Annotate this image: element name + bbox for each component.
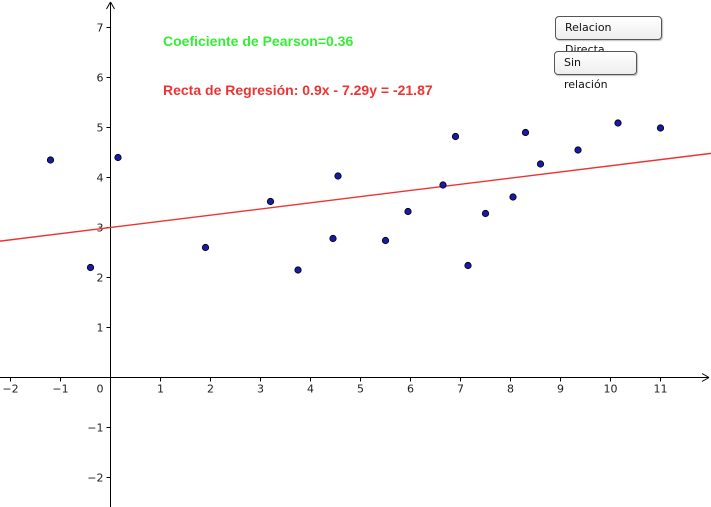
data-point [334, 172, 342, 180]
data-point [656, 124, 665, 132]
x-tick-label: 7 [457, 383, 464, 396]
x-tick-label: 8 [507, 383, 514, 396]
y-tick-label: 1 [97, 322, 104, 335]
data-point [439, 181, 447, 189]
x-tick-label: −1 [52, 383, 68, 396]
data-point [521, 128, 530, 137]
data-point [536, 160, 545, 168]
y-tick-label: 7 [97, 22, 104, 35]
y-tick-label: 3 [97, 222, 104, 235]
data-point [464, 261, 472, 270]
x-tick-label: 2 [207, 383, 214, 396]
data-point [46, 156, 55, 164]
x-tick-label: 6 [407, 383, 414, 396]
x-tick-label: 3 [257, 383, 264, 396]
y-tick-label: −1 [87, 422, 103, 435]
data-point [451, 132, 460, 141]
data-point [404, 207, 412, 216]
y-tick-label: 5 [97, 122, 104, 135]
data-point [481, 209, 490, 218]
data-point [614, 119, 622, 127]
x-tick-label: 0 [97, 383, 104, 396]
y-tick-label: 6 [97, 72, 104, 85]
y-tick-label: 2 [97, 272, 104, 285]
x-axis-arrow [701, 373, 710, 382]
sin-relacion-button[interactable]: Sin relación [554, 51, 637, 91]
data-point [574, 146, 582, 154]
x-tick-label: −2 [2, 383, 18, 396]
x-tick-label: 5 [357, 383, 364, 396]
data-point [381, 236, 390, 245]
relacion-directa-button[interactable]: Relacion Directa [555, 16, 662, 56]
x-tick-label: 1 [157, 383, 164, 396]
regression-line-group [0, 152, 711, 242]
pearson-coefficient-label: Coeficiente de Pearson=0.36 [163, 33, 354, 49]
data-point [294, 266, 302, 274]
x-tick-label: 10 [604, 383, 618, 396]
data-point [201, 243, 210, 252]
y-tick-label: 4 [97, 172, 104, 185]
data-point [329, 234, 337, 243]
regression-equation-label: Recta de Regresión: 0.9x - 7.29y = -21.8… [163, 82, 433, 98]
regression-line [0, 152, 711, 242]
x-tick-label: 11 [654, 383, 668, 396]
data-point [114, 153, 122, 162]
y-tick-label: −2 [87, 472, 103, 485]
data-point [509, 193, 517, 201]
x-tick-label: 9 [557, 383, 564, 396]
data-point [266, 197, 275, 206]
y-axis-arrow [106, 1, 115, 10]
data-point [86, 263, 95, 272]
data-points [46, 119, 665, 274]
x-tick-label: 4 [307, 383, 314, 396]
